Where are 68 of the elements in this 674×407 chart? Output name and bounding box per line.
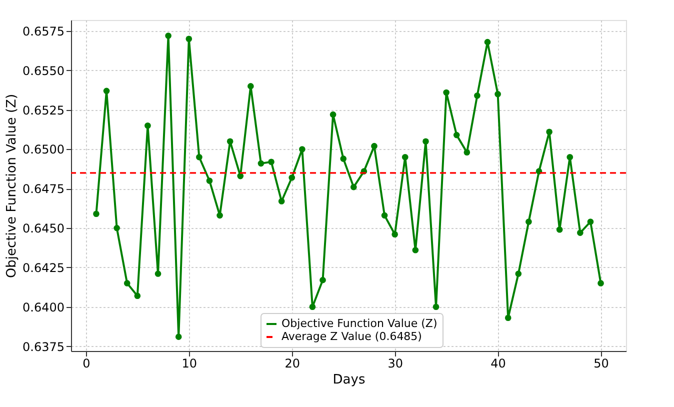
x-tick-label: 30 <box>388 356 403 370</box>
point <box>371 142 378 150</box>
point <box>566 154 574 160</box>
legend-label: Average Z Value (0.6485) <box>282 330 422 343</box>
point <box>484 38 491 46</box>
point <box>103 88 110 94</box>
point <box>175 334 182 340</box>
point <box>494 90 501 98</box>
x-tick-label: 20 <box>284 356 300 370</box>
y-tick-label: 0.6500 <box>22 142 64 157</box>
point <box>577 230 584 236</box>
point <box>196 154 202 160</box>
y-tick-label: 0.6475 <box>22 182 64 196</box>
point <box>278 198 285 204</box>
y-tick-label: 0.6575 <box>22 24 64 39</box>
x-tick-label: 40 <box>490 356 506 370</box>
point <box>124 280 130 286</box>
point <box>248 83 254 90</box>
point <box>422 138 429 145</box>
y-tick-label: 0.6375 <box>22 340 64 354</box>
point <box>258 160 264 167</box>
point <box>598 280 604 286</box>
point <box>154 270 162 277</box>
point <box>350 184 357 190</box>
point <box>340 156 347 162</box>
point <box>268 158 274 166</box>
x-axis-title: Days <box>332 372 366 388</box>
point <box>515 270 522 277</box>
y-axis-title: Objective Function Value (Z) <box>4 94 20 278</box>
point <box>114 224 120 232</box>
point <box>216 212 223 219</box>
point <box>226 138 234 145</box>
point <box>546 128 552 136</box>
point <box>165 32 172 39</box>
point <box>556 226 563 233</box>
point <box>186 36 192 42</box>
point <box>443 89 450 96</box>
point <box>392 231 398 238</box>
point <box>330 111 336 118</box>
point <box>93 210 100 218</box>
y-tick-label: 0.6400 <box>22 300 64 314</box>
y-tick-label: 0.6525 <box>22 103 64 118</box>
y-tick-label: 0.6425 <box>22 260 64 275</box>
point <box>206 178 213 184</box>
point <box>309 304 316 310</box>
point <box>134 292 141 299</box>
point <box>412 246 419 254</box>
point <box>381 212 388 219</box>
point <box>288 174 296 181</box>
point <box>402 154 408 160</box>
y-tick-label: 0.6450 <box>22 222 64 236</box>
point <box>464 149 470 156</box>
point <box>453 132 460 138</box>
x-tick-label: 10 <box>182 356 198 370</box>
point <box>237 172 244 180</box>
point <box>536 168 542 174</box>
point <box>144 122 151 129</box>
point <box>320 276 326 284</box>
point <box>474 92 480 99</box>
point <box>526 218 532 225</box>
y-tick-label: 0.6550 <box>22 64 64 78</box>
point <box>587 218 594 225</box>
point <box>432 304 440 310</box>
point <box>299 146 306 152</box>
x-tick-label: 0 <box>82 356 90 370</box>
legend-label: Objective Function Value (Z) <box>282 317 438 330</box>
x-tick-label: 50 <box>594 356 609 370</box>
point <box>504 314 512 322</box>
